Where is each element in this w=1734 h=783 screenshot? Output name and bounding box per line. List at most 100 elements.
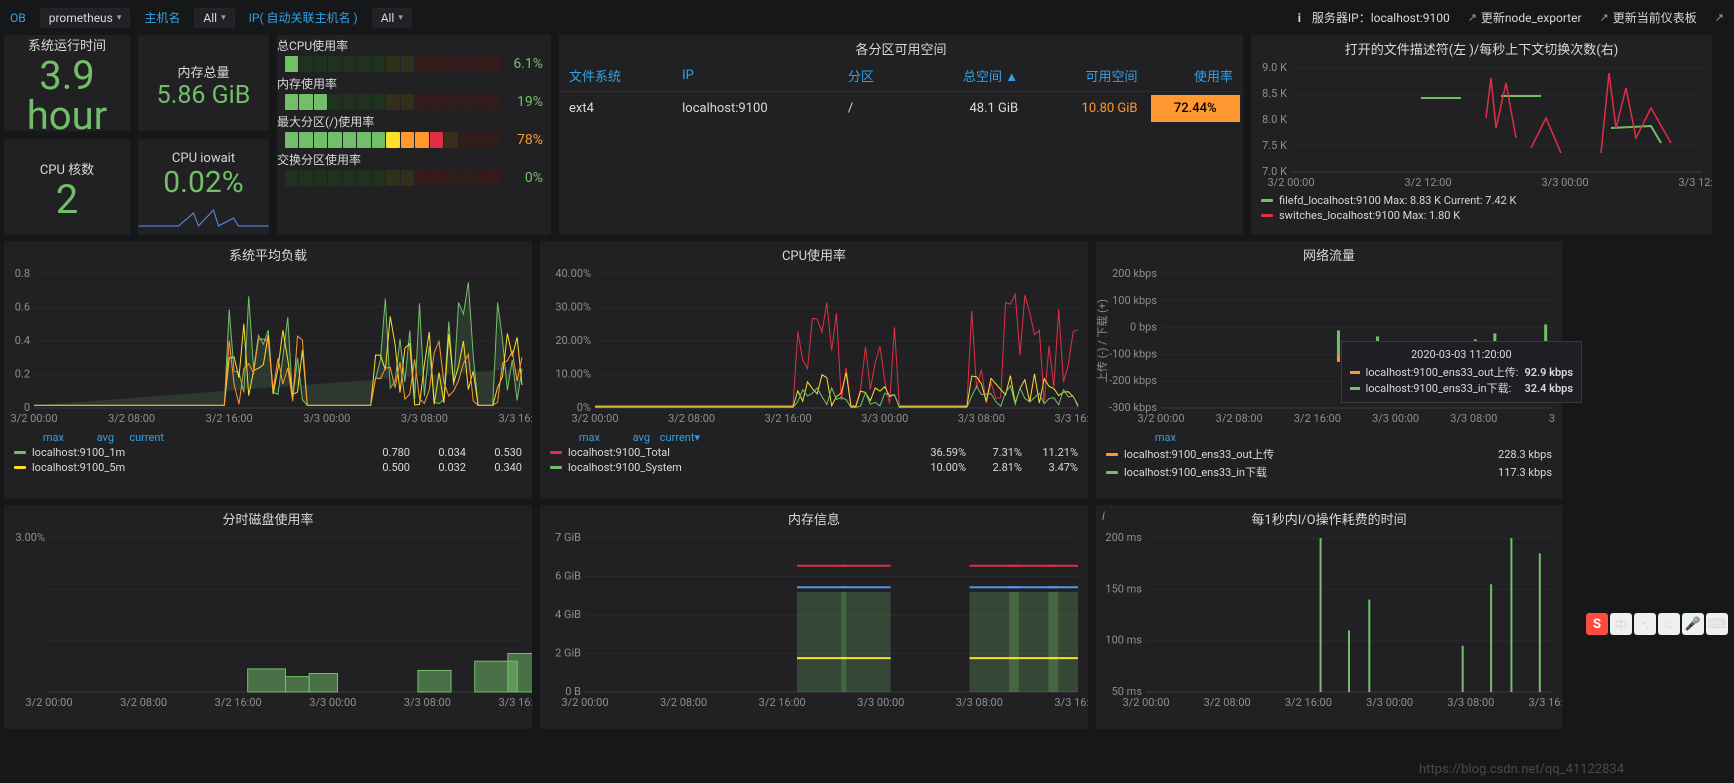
svg-text:3: 3 (1549, 412, 1555, 425)
net-chart-panel[interactable]: 网络流量 -300 kbps-200 kbps-100 kbps0 bps100… (1096, 241, 1562, 499)
svg-text:3/3 08:00: 3/3 08:00 (401, 412, 448, 425)
svg-text:3/2 00:00: 3/2 00:00 (561, 696, 608, 709)
gauges-panel[interactable]: 总CPU使用率6.1%内存使用率19%最大分区(/)使用率78%交换分区使用率0… (277, 35, 551, 235)
external-link-icon: ↗ (1600, 11, 1609, 24)
job-label: OB (10, 11, 26, 25)
legend-item[interactable]: localhost:9100_5m0.5000.0320.340 (4, 460, 532, 475)
svg-text:3/3 16:00: 3/3 16:00 (498, 412, 532, 425)
legend-item[interactable]: localhost:9100_ens33_in下载117.3 kbps (1096, 463, 1562, 481)
disk-table: 文件系统 IP 分区 总空间 ▲ 可用空间 使用率 ext4 localhost… (559, 60, 1243, 125)
svg-text:8.5 K: 8.5 K (1262, 87, 1287, 100)
svg-text:3.00%: 3.00% (15, 531, 45, 544)
ime-icon[interactable]: S (1586, 613, 1608, 635)
svg-text:3/2 00:00: 3/2 00:00 (25, 696, 72, 709)
panel-title: 系统平均负载 (4, 241, 532, 266)
stat-mem-total[interactable]: 内存总量 5.86 GiB (138, 35, 269, 131)
hover-tooltip: 2020-03-03 11:20:00localhost:9100_ens33_… (1341, 341, 1582, 403)
table-row[interactable]: ext4 localhost:9100 / 48.1 GiB 10.80 GiB… (559, 92, 1243, 126)
ime-toolbar: S 中 •, ☺ 🎤 ⌨ (1586, 613, 1728, 635)
gauge-value: 78% (501, 132, 543, 148)
svg-text:2 GiB: 2 GiB (555, 647, 581, 660)
gauge-label: 总CPU使用率 (277, 35, 551, 55)
diskio-chart-panel[interactable]: 分时磁盘使用率 3.00%3/2 00:003/2 08:003/2 16:00… (4, 505, 532, 729)
svg-text:3/2 00:00: 3/2 00:00 (1122, 696, 1169, 709)
legend-item[interactable]: localhost:9100_System10.00%2.81%3.47% (540, 460, 1088, 475)
stat-cores[interactable]: CPU 核数 2 (4, 139, 130, 235)
svg-text:0.8: 0.8 (15, 267, 30, 280)
legend-item[interactable]: filefd_localhost:9100 Max: 8.83 K Curren… (1251, 193, 1712, 208)
external-link-icon[interactable]: ↗ (1715, 11, 1724, 24)
gauge-label: 内存使用率 (277, 73, 551, 93)
ime-btn[interactable]: ⌨ (1706, 613, 1728, 635)
diskio-chart: 3.00%3/2 00:003/2 08:003/2 16:003/3 00:0… (4, 530, 532, 710)
svg-text:3/3 08:00: 3/3 08:00 (958, 412, 1005, 425)
gauge-label: 交换分区使用率 (277, 149, 551, 169)
svg-text:10.00%: 10.00% (555, 368, 591, 381)
svg-text:0.6: 0.6 (15, 301, 30, 314)
svg-text:-100 kbps: -100 kbps (1109, 347, 1157, 360)
ime-btn[interactable]: 🎤 (1682, 613, 1704, 635)
th-usage[interactable]: 使用率 (1148, 60, 1243, 92)
ime-btn[interactable]: ☺ (1658, 613, 1680, 635)
sparkline (138, 198, 269, 228)
svg-text:3/3 08:00: 3/3 08:00 (956, 696, 1003, 709)
svg-text:0.4: 0.4 (15, 334, 30, 347)
th-avail[interactable]: 可用空间 (1028, 60, 1147, 92)
svg-text:0.2: 0.2 (15, 368, 30, 381)
svg-text:100 ms: 100 ms (1105, 634, 1142, 647)
load-chart-panel[interactable]: 系统平均负载 00.20.40.60.83/2 00:003/2 08:003/… (4, 241, 532, 499)
svg-text:3/2 08:00: 3/2 08:00 (108, 412, 155, 425)
legend-item[interactable]: localhost:9100_Total36.59%7.31%11.21% (540, 445, 1088, 460)
cpu-chart-panel[interactable]: CPU使用率 0%10.00%20.00%30.00%40.00%3/2 00:… (540, 241, 1088, 499)
th-fs[interactable]: 文件系统 (559, 60, 672, 92)
stat-uptime[interactable]: 系统运行时间 3.9hour (4, 35, 130, 131)
th-part[interactable]: 分区 (838, 60, 910, 92)
stat-value: 5.86 GiB (138, 83, 269, 108)
svg-text:3/2 00:00: 3/2 00:00 (571, 412, 618, 425)
ime-btn[interactable]: •, (1634, 613, 1656, 635)
svg-text:3/2 16:00: 3/2 16:00 (215, 696, 262, 709)
th-total[interactable]: 总空间 ▲ (910, 60, 1028, 92)
host-picker[interactable]: All▾ (194, 8, 234, 28)
legend-item[interactable]: localhost:9100_ens33_out上传228.3 kbps (1096, 445, 1562, 463)
variable-toolbar: OB prometheus▾ 主机名 All▾ IP( 自动关联主机名 ) Al… (0, 0, 1734, 35)
external-link-icon: ↗ (1468, 11, 1477, 24)
svg-text:3/3 16:00: 3/3 16:00 (1054, 412, 1088, 425)
svg-text:4 GiB: 4 GiB (555, 608, 581, 621)
fd-chart-panel[interactable]: 打开的文件描述符(左 )/每秒上下文切换次数(右) 7.0 K7.5 K8.0 … (1251, 35, 1712, 235)
iotime-chart-panel[interactable]: i 每1秒内I/O操作耗费的时间 50 ms100 ms150 ms200 ms… (1096, 505, 1562, 729)
mem-chart-panel[interactable]: 内存信息 0 B2 GiB4 GiB6 GiB7 GiB3/2 00:003/2… (540, 505, 1088, 729)
svg-text:3/3 00:00: 3/3 00:00 (857, 696, 904, 709)
stat-value: 3.9hour (4, 56, 130, 132)
panel-title: 分时磁盘使用率 (4, 505, 532, 530)
gauge-value: 0% (501, 170, 543, 186)
svg-text:3/3 16:00: 3/3 16:00 (498, 696, 532, 709)
svg-text:3/3 16:00: 3/3 16:00 (1054, 696, 1088, 709)
svg-text:3/3 00:00: 3/3 00:00 (1372, 412, 1419, 425)
legend-item[interactable]: localhost:9100_1m0.7800.0340.530 (4, 445, 532, 460)
host-label: 主机名 (144, 9, 180, 26)
info-icon[interactable]: i (1102, 509, 1105, 523)
usage-badge: 72.44% (1151, 95, 1240, 122)
panel-title: 每1秒内I/O操作耗费的时间 (1096, 505, 1562, 530)
ip-label: IP( 自动关联主机名 ) (249, 9, 358, 26)
stat-value: 2 (4, 180, 130, 220)
svg-text:3/3 00:00: 3/3 00:00 (309, 696, 356, 709)
job-picker[interactable]: prometheus▾ (40, 8, 131, 28)
update-exporter-link[interactable]: ↗更新node_exporter (1468, 9, 1582, 26)
svg-text:200 kbps: 200 kbps (1112, 267, 1157, 280)
stat-iowait[interactable]: CPU iowait 0.02% (138, 139, 269, 235)
legend-item[interactable]: switches_localhost:9100 Max: 1.80 K (1251, 208, 1712, 223)
svg-text:3/2 16:00: 3/2 16:00 (765, 412, 812, 425)
gauge-label: 最大分区(/)使用率 (277, 111, 551, 131)
disk-table-panel[interactable]: 各分区可用空间 文件系统 IP 分区 总空间 ▲ 可用空间 使用率 ext4 l… (559, 35, 1243, 235)
update-dashboard-link[interactable]: ↗更新当前仪表板 (1600, 9, 1697, 26)
svg-text:3/3 16:00: 3/3 16:00 (1528, 696, 1562, 709)
th-ip[interactable]: IP (672, 60, 838, 92)
panel-title: 打开的文件描述符(左 )/每秒上下文切换次数(右) (1251, 35, 1712, 60)
svg-text:3/3 00:00: 3/3 00:00 (1541, 176, 1588, 189)
svg-text:7 GiB: 7 GiB (555, 531, 581, 544)
panel-title: 内存总量 (138, 58, 269, 83)
ip-picker[interactable]: All▾ (372, 8, 412, 28)
ime-btn[interactable]: 中 (1610, 613, 1632, 635)
